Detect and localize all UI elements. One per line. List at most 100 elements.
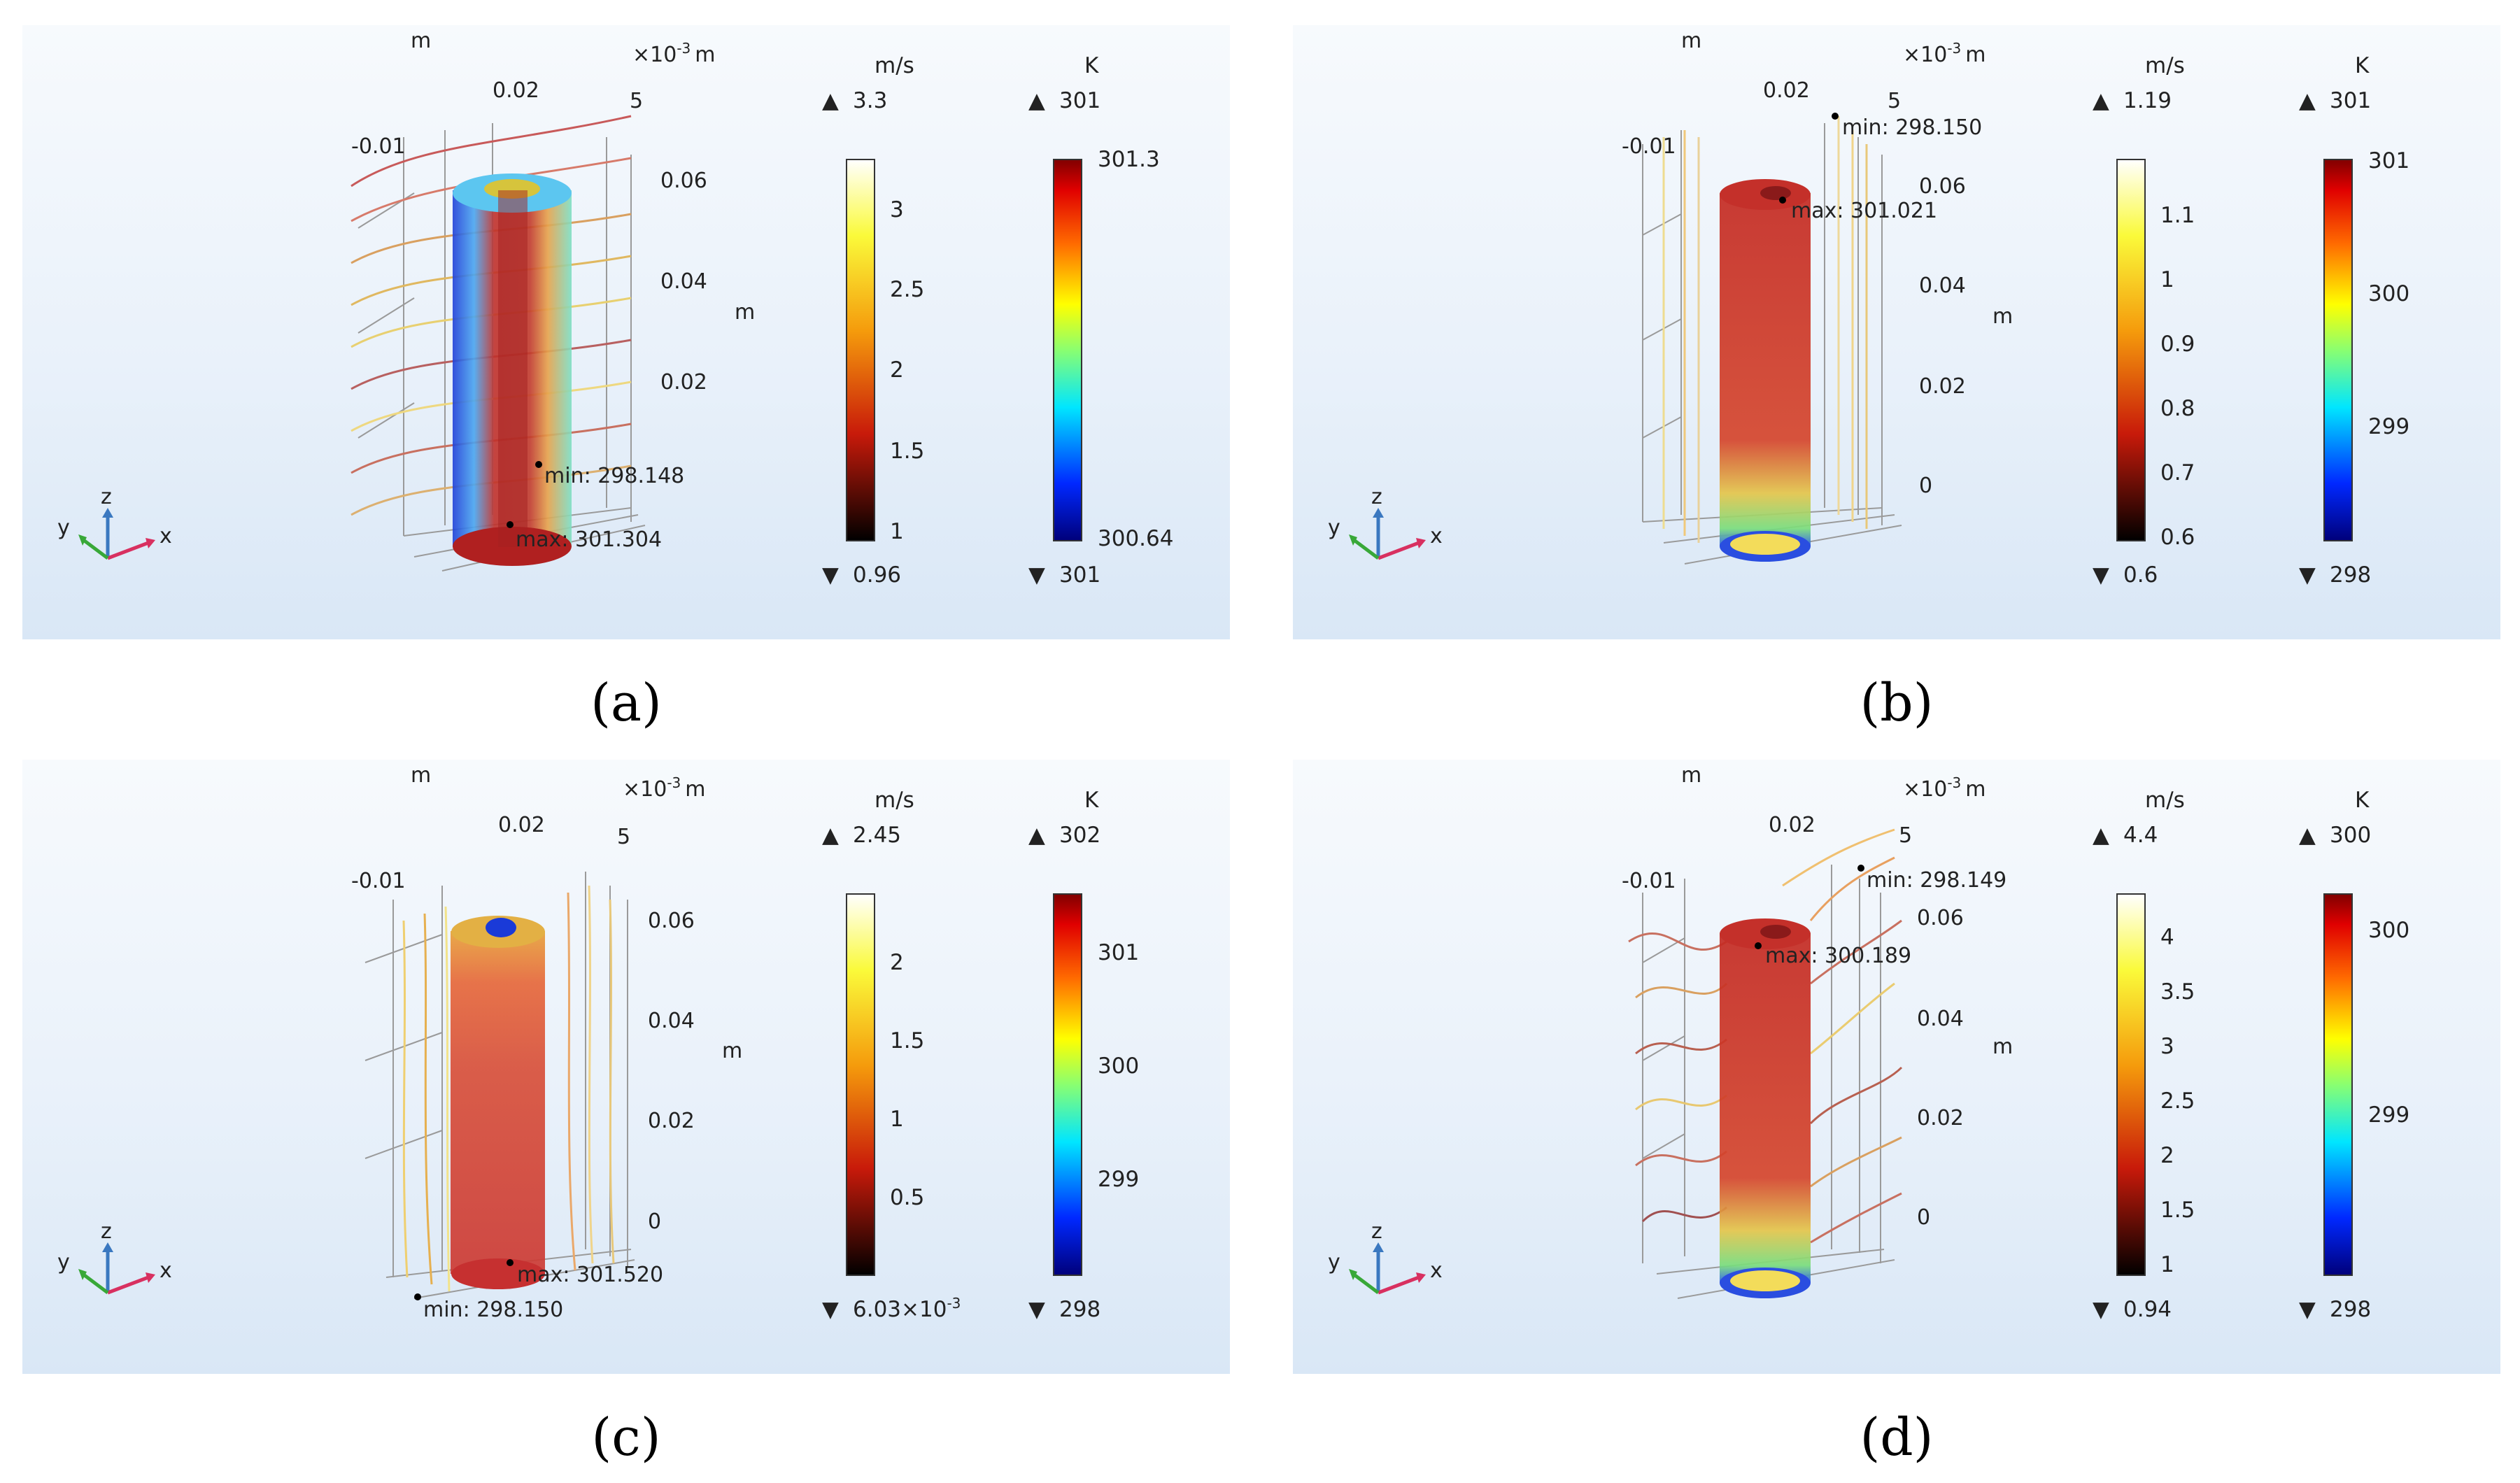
y-tick-neg: -0.01	[351, 869, 406, 893]
svg-text:2: 2	[2160, 1143, 2174, 1168]
x-tick: 5	[1888, 89, 1901, 113]
x-tick: 5	[617, 825, 630, 849]
streamlines	[1662, 116, 1868, 543]
streamlines	[1628, 828, 1903, 1244]
caption-a: (a)	[590, 673, 662, 733]
z-tick-4: 0	[1919, 474, 1932, 498]
svg-text:1.5: 1.5	[890, 439, 924, 464]
temp-min: 298	[2330, 1297, 2371, 1322]
svg-text:K: K	[1084, 53, 1099, 78]
svg-text:▼: ▼	[2299, 562, 2316, 588]
temperature-colorbar: K ▲ 301 301.3 300.64 ▼ 301	[1028, 53, 1173, 588]
svg-text:301.3: 301.3	[1098, 147, 1160, 172]
svg-text:y: y	[1328, 1250, 1340, 1275]
svg-text:0.7: 0.7	[2160, 460, 2195, 485]
velocity-colorbar: m/s ▲ 3.3 3 2.5 2 1.5 1 ▼ 0.96	[822, 53, 924, 588]
svg-text:1.1: 1.1	[2160, 203, 2195, 228]
z-tick-3: 0.02	[1919, 374, 1966, 399]
svg-text:1.5: 1.5	[890, 1028, 924, 1053]
max-label: max: 300.189	[1765, 944, 1911, 968]
y-tick-mid: 0.02	[1763, 78, 1810, 103]
svg-text:m/s: m/s	[875, 788, 914, 813]
z-tick-2: 0.04	[1919, 274, 1966, 298]
svg-text:3: 3	[2160, 1034, 2174, 1059]
svg-text:1.5: 1.5	[2160, 1198, 2195, 1223]
temperature-colorbar: K ▲ 300 300 299 ▼ 298	[2299, 788, 2409, 1322]
svg-text:▲: ▲	[2093, 88, 2109, 113]
svg-text:2: 2	[890, 357, 904, 383]
svg-text:300: 300	[2368, 918, 2409, 943]
svg-text:K: K	[2355, 53, 2370, 78]
svg-text:x: x	[160, 524, 172, 548]
svg-text:▲: ▲	[2299, 88, 2316, 113]
svg-text:1: 1	[2160, 1252, 2174, 1277]
svg-text:y: y	[1328, 516, 1340, 540]
velocity-colorbar: m/s ▲ 1.19 1.1 1 0.9 0.8 0.7 0.6 ▼ 0.6	[2093, 53, 2195, 588]
z-tick-3: 0.02	[660, 370, 707, 395]
caption-d: (d)	[1860, 1407, 1934, 1468]
z-tick-1: 0.06	[1917, 906, 1964, 930]
svg-text:299: 299	[2368, 414, 2409, 439]
cylinder-model	[453, 173, 572, 566]
y-tick-mid: 0.02	[498, 813, 545, 837]
axis-grid	[1642, 123, 1902, 565]
z-tick-3: 0.02	[1917, 1106, 1964, 1130]
svg-text:▲: ▲	[2299, 823, 2316, 848]
svg-text:▼: ▼	[1028, 562, 1045, 588]
svg-text:3: 3	[890, 197, 904, 222]
velocity-min: 0.96	[853, 562, 901, 588]
svg-text:m/s: m/s	[2145, 788, 2185, 813]
max-label: max: 301.021	[1791, 199, 1937, 223]
y-tick-mid: 0.02	[493, 78, 539, 103]
velocity-max: 4.4	[2123, 823, 2158, 848]
cylinder-model	[451, 916, 545, 1289]
panel-a: m ×10-3 m -0.01 0.02 5 0.06 0.04 0.02 m m…	[22, 25, 1230, 639]
axis-unit-m: m	[1681, 763, 1701, 788]
velocity-max: 1.19	[2123, 88, 2172, 113]
svg-text:0.8: 0.8	[2160, 396, 2195, 421]
y-tick-neg: -0.01	[1622, 869, 1676, 893]
temp-min: 298	[2330, 562, 2371, 588]
svg-text:300.64: 300.64	[1098, 526, 1173, 551]
z-tick-4: 0	[1917, 1205, 1930, 1230]
axis-triad: z x y	[57, 485, 172, 560]
z-tick-1: 0.06	[1919, 174, 1966, 199]
max-label: max: 301.304	[516, 527, 662, 552]
z-tick-2: 0.04	[648, 1009, 695, 1033]
svg-text:z: z	[1371, 485, 1382, 509]
panel-b: m ×10-3 m -0.01 0.02 5 0.06 0.04 0.02 0 m…	[1293, 25, 2500, 639]
svg-text:4: 4	[2160, 925, 2174, 950]
svg-text:x: x	[160, 1258, 172, 1283]
svg-text:▼: ▼	[822, 562, 839, 588]
svg-text:1: 1	[2160, 267, 2174, 292]
svg-text:z: z	[101, 1219, 112, 1244]
svg-text:K: K	[2355, 788, 2370, 813]
axis-unit-m: m	[411, 763, 431, 788]
svg-text:299: 299	[1098, 1167, 1139, 1192]
z-tick-1: 0.06	[660, 169, 707, 193]
velocity-min: 6.03×10-3	[853, 1295, 961, 1322]
svg-text:x: x	[1430, 524, 1443, 548]
svg-text:0.6: 0.6	[2160, 525, 2195, 550]
z-tick-1: 0.06	[648, 909, 695, 933]
y-tick-neg: -0.01	[1622, 134, 1676, 159]
temp-min: 301	[1059, 562, 1100, 588]
svg-text:301: 301	[2368, 148, 2409, 173]
z-unit: m	[1992, 1035, 2013, 1059]
axis-unit-exp: ×10-3 m	[623, 774, 706, 802]
svg-text:x: x	[1430, 1258, 1443, 1283]
svg-text:y: y	[57, 516, 70, 540]
velocity-max: 3.3	[853, 88, 887, 113]
cylinder-model	[1720, 918, 1811, 1298]
svg-text:▲: ▲	[822, 88, 839, 113]
svg-text:▲: ▲	[2093, 823, 2109, 848]
svg-text:m/s: m/s	[875, 53, 914, 78]
svg-text:▼: ▼	[2093, 562, 2109, 588]
svg-text:▼: ▼	[822, 1297, 839, 1322]
velocity-min: 0.6	[2123, 562, 2158, 588]
svg-text:0.9: 0.9	[2160, 332, 2195, 357]
temp-max: 300	[2330, 823, 2371, 848]
svg-text:301: 301	[1098, 940, 1139, 965]
svg-text:K: K	[1084, 788, 1099, 813]
cylinder-model	[1720, 179, 1811, 562]
